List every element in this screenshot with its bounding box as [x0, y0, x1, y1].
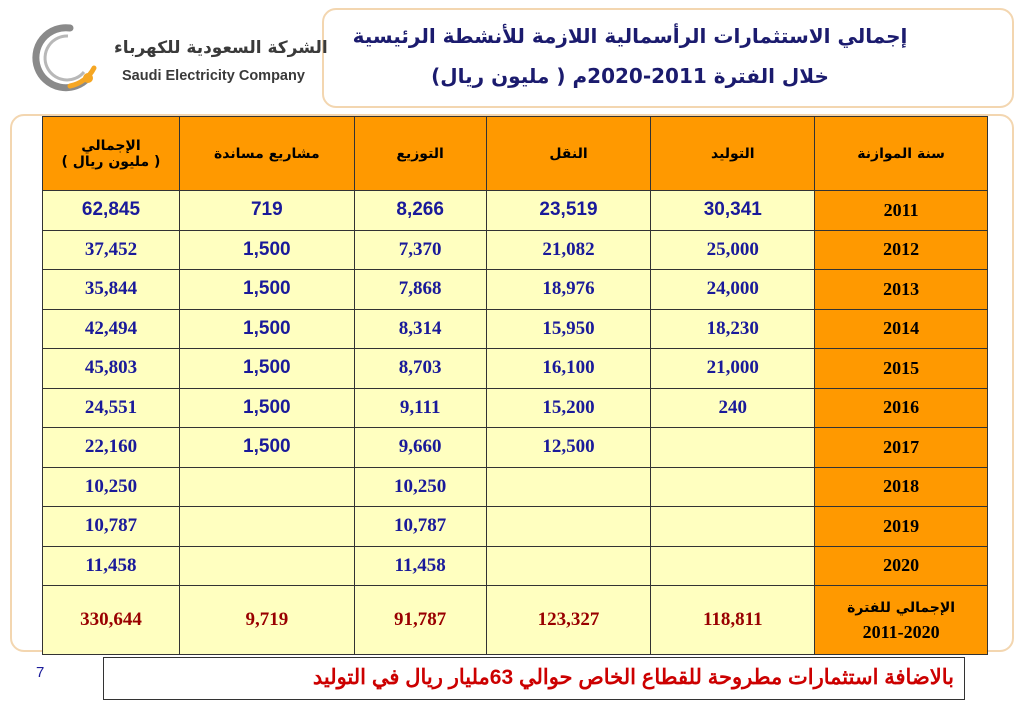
- distribution-cell: 9,660: [353, 427, 487, 468]
- footer-note: بالاضافة استثمارات مطروحة للقطاع الخاص ح…: [103, 657, 965, 700]
- sec-logo-icon: [32, 24, 97, 92]
- header-total-line-1: الإجمالي: [81, 137, 141, 154]
- total-cell: 35,844: [42, 269, 180, 310]
- header-year: سنة الموازنة: [814, 116, 988, 191]
- distribution-cell: 8,703: [353, 348, 487, 389]
- header-support: مشاريع مساندة: [178, 116, 355, 191]
- header-generation: التوليد: [650, 116, 816, 191]
- period-total-row: الإجمالي للفترة 2011-2020 118,811 123,32…: [42, 585, 988, 655]
- generation-cell: 21,000: [650, 348, 816, 389]
- transmission-cell: 18,976: [485, 269, 652, 310]
- support-cell: 719: [178, 190, 355, 231]
- support-cell: [178, 466, 355, 507]
- transmission-cell: [485, 506, 652, 547]
- year-cell: 2017: [814, 427, 988, 468]
- header-total: الإجمالي ( مليون ريال ): [42, 116, 180, 191]
- header-distribution: التوزيع: [353, 116, 487, 191]
- page-number: 7: [36, 664, 45, 681]
- table-row: 2015 21,000 16,100 8,703 1,500 45,803: [42, 348, 988, 389]
- total-cell: 45,803: [42, 348, 180, 389]
- total-cell: 62,845: [42, 190, 180, 231]
- total-cell: 37,452: [42, 229, 180, 270]
- generation-cell: [650, 466, 816, 507]
- transmission-cell: 12,500: [485, 427, 652, 468]
- table-header-row: سنة الموازنة التوليد النقل التوزيع مشاري…: [42, 116, 988, 191]
- generation-cell: [650, 427, 816, 468]
- distribution-cell: 10,787: [353, 506, 487, 547]
- distribution-cell: 8,266: [353, 190, 487, 231]
- period-total-label: الإجمالي للفترة 2011-2020: [814, 585, 988, 655]
- support-cell: [178, 506, 355, 547]
- generation-cell: 24,000: [650, 269, 816, 310]
- table-row: 2014 18,230 15,950 8,314 1,500 42,494: [42, 308, 988, 349]
- total-cell: 11,458: [42, 545, 180, 586]
- support-cell: 1,500: [178, 427, 355, 468]
- generation-total-cell: 118,811: [650, 585, 816, 655]
- logo-english-text: Saudi Electricity Company: [122, 68, 305, 84]
- company-logo: الشركة السعودية للكهرباء Saudi Electrici…: [22, 18, 328, 98]
- support-cell: 1,500: [178, 348, 355, 389]
- table-row: 2016 240 15,200 9,111 1,500 24,551: [42, 387, 988, 428]
- title-frame: [322, 8, 1014, 108]
- total-cell: 10,787: [42, 506, 180, 547]
- table-row: 2012 25,000 21,082 7,370 1,500 37,452: [42, 229, 988, 270]
- year-cell: 2018: [814, 466, 988, 507]
- transmission-cell: [485, 466, 652, 507]
- transmission-cell: 21,082: [485, 229, 652, 270]
- year-cell: 2016: [814, 387, 988, 428]
- table-row: 2017 12,500 9,660 1,500 22,160: [42, 427, 988, 468]
- year-cell: 2019: [814, 506, 988, 547]
- year-cell: 2011: [814, 190, 988, 231]
- distribution-cell: 8,314: [353, 308, 487, 349]
- support-total-cell: 9,719: [178, 585, 355, 655]
- table-row: 2018 10,250 10,250: [42, 466, 988, 507]
- distribution-cell: 7,370: [353, 229, 487, 270]
- header-total-line-2: ( مليون ريال ): [61, 153, 161, 170]
- transmission-total-cell: 123,327: [485, 585, 652, 655]
- year-cell: 2012: [814, 229, 988, 270]
- total-cell: 42,494: [42, 308, 180, 349]
- transmission-cell: 16,100: [485, 348, 652, 389]
- support-cell: 1,500: [178, 308, 355, 349]
- distribution-cell: 7,868: [353, 269, 487, 310]
- year-cell: 2013: [814, 269, 988, 310]
- total-cell: 24,551: [42, 387, 180, 428]
- support-cell: 1,500: [178, 229, 355, 270]
- generation-cell: 18,230: [650, 308, 816, 349]
- logo-arabic-text: الشركة السعودية للكهرباء: [114, 38, 328, 58]
- distribution-cell: 11,458: [353, 545, 487, 586]
- year-cell: 2014: [814, 308, 988, 349]
- distribution-total-cell: 91,787: [353, 585, 487, 655]
- transmission-cell: 23,519: [485, 190, 652, 231]
- grand-total-cell: 330,644: [42, 585, 180, 655]
- distribution-cell: 9,111: [353, 387, 487, 428]
- table-row: 2013 24,000 18,976 7,868 1,500 35,844: [42, 269, 988, 310]
- title-line-1: إجمالي الاستثمارات الرأسمالية اللازمة لل…: [352, 24, 908, 48]
- support-cell: [178, 545, 355, 586]
- title-line-2: خلال الفترة 2011-2020م ( مليون ريال): [431, 64, 829, 88]
- table-row: 2019 10,787 10,787: [42, 506, 988, 547]
- transmission-cell: 15,200: [485, 387, 652, 428]
- distribution-cell: 10,250: [353, 466, 487, 507]
- header-transmission: النقل: [485, 116, 652, 191]
- slide-title: إجمالي الاستثمارات الرأسمالية اللازمة لل…: [330, 16, 930, 96]
- total-cell: 10,250: [42, 466, 180, 507]
- generation-cell: 30,341: [650, 190, 816, 231]
- transmission-cell: [485, 545, 652, 586]
- total-cell: 22,160: [42, 427, 180, 468]
- period-total-label-line-2: 2011-2020: [862, 622, 940, 642]
- support-cell: 1,500: [178, 387, 355, 428]
- support-cell: 1,500: [178, 269, 355, 310]
- generation-cell: [650, 545, 816, 586]
- generation-cell: [650, 506, 816, 547]
- year-cell: 2020: [814, 545, 988, 586]
- generation-cell: 25,000: [650, 229, 816, 270]
- transmission-cell: 15,950: [485, 308, 652, 349]
- table-row: 2020 11,458 11,458: [42, 545, 988, 586]
- investment-table: سنة الموازنة التوليد النقل التوزيع مشاري…: [42, 116, 988, 655]
- period-total-label-line-1: الإجمالي للفترة: [847, 600, 956, 616]
- table-row: 2011 30,341 23,519 8,266 719 62,845: [42, 190, 988, 231]
- generation-cell: 240: [650, 387, 816, 428]
- year-cell: 2015: [814, 348, 988, 389]
